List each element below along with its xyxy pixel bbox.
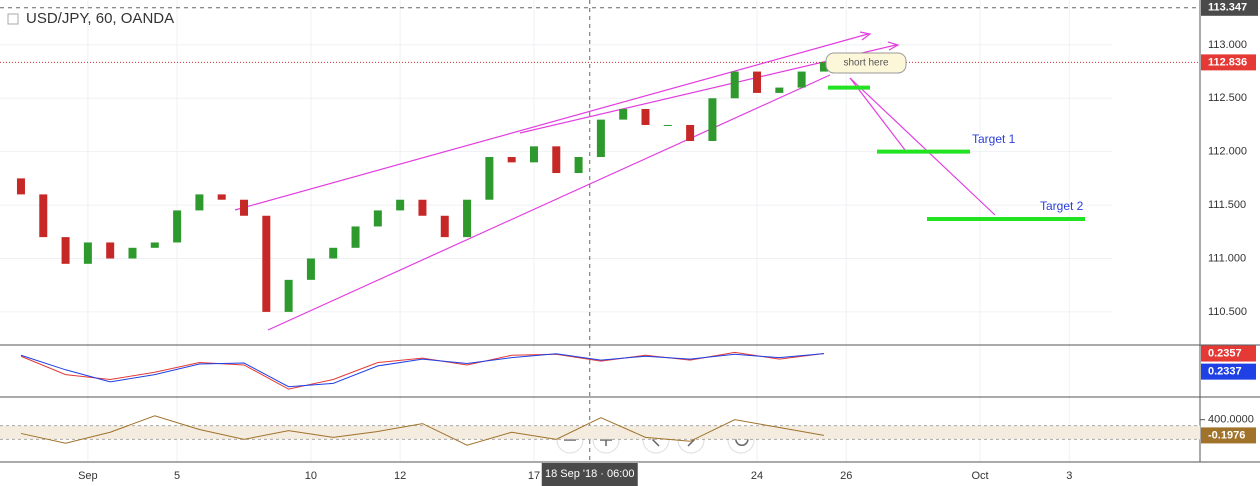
candle [797,71,806,88]
indicator-line [20,353,824,388]
candle [552,146,561,174]
x-tick-label: 26 [840,470,852,482]
candle [39,194,48,238]
candle [819,61,828,72]
candle [730,71,739,99]
candle [83,242,92,264]
x-tick-label: 17 [528,470,540,482]
target-label: Target 1 [972,132,1016,146]
x-tick-label: 3 [1066,470,1072,482]
candle [529,146,538,163]
candle [128,247,137,259]
last-price-label: 112.836 [1208,56,1247,68]
indicator-line [20,351,825,390]
candle [150,242,159,248]
note-bubble [825,52,907,74]
candle [373,210,382,227]
band [0,425,1200,440]
candle [61,237,70,264]
candle [217,194,226,200]
y-tick-label: 111.000 [1208,252,1246,264]
candle [663,124,672,126]
y-tick-label: 400.0000 [1208,414,1254,426]
candle [396,199,405,211]
candle [619,108,628,120]
x-tick-label: 24 [751,470,763,482]
symbol-title: USD/JPY, 60, OANDA [26,10,174,27]
candle [753,71,762,93]
candle [418,199,427,216]
collapse-icon[interactable] [7,13,19,25]
x-tick-label: 12 [394,470,406,482]
crosshair-price-label: 113.347 [1208,2,1247,14]
candle [463,199,472,238]
y-tick-label: 112.000 [1208,146,1247,158]
crosshair-time-label: 18 Sep '18 · 06:00 [545,468,635,480]
value-tag [1201,345,1256,362]
candle [507,157,516,163]
value-tag [1201,427,1256,444]
y-tick-label: 112.500 [1208,92,1247,104]
candle [708,98,717,141]
candle [574,157,583,174]
candle [485,157,494,200]
candle [686,124,695,141]
candle [641,108,650,125]
y-tick-label: 111.500 [1208,199,1246,211]
candle [775,87,784,93]
x-tick-label: 5 [174,470,180,482]
candle [262,215,271,312]
main-pane: Target 1 Target 2 short here [0,0,1200,462]
value-tag-label: -0.1976 [1208,429,1245,441]
candle [195,194,204,211]
crosshair-time-tag [541,463,638,486]
candle [351,226,360,248]
indicator-line [20,415,825,446]
y-tick-label: 113.000 [1208,39,1247,51]
crosshair-price-tag [1201,0,1258,16]
candle [440,215,449,238]
candle [240,199,249,216]
candle [306,258,315,280]
candle [596,119,605,158]
target-label: Target 2 [1040,199,1084,213]
x-tick-label: Oct [972,470,989,482]
candle [329,247,338,259]
candle [284,279,293,312]
x-tick-label: Sep [78,470,98,482]
value-tag-label: 0.2337 [1208,366,1242,378]
last-price-tag [1201,54,1256,71]
candle [173,210,182,243]
note-text: short here [843,58,888,69]
value-tag [1201,363,1256,380]
candle [16,178,25,195]
x-tick-label: 10 [305,470,317,482]
y-tick-label: 110.500 [1208,306,1247,318]
candle [106,242,115,259]
value-tag-label: 0.2357 [1208,347,1242,359]
